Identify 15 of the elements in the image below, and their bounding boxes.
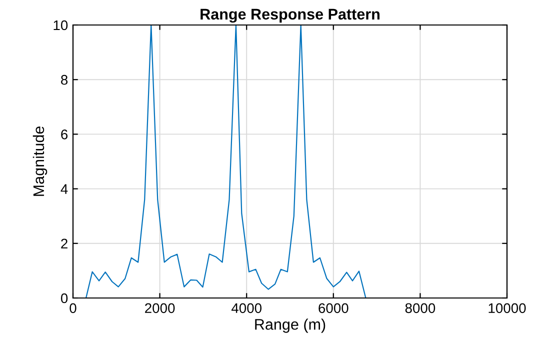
y-tick-label: 6 bbox=[61, 130, 68, 140]
x-tick-label: 2000 bbox=[145, 303, 175, 314]
x-tick-label: 10000 bbox=[488, 303, 526, 314]
x-axis-title: Range (m) bbox=[255, 318, 326, 333]
chart-title: Range Response Pattern bbox=[200, 8, 380, 23]
y-tick-label: 10 bbox=[54, 20, 68, 30]
y-tick-label: 8 bbox=[61, 74, 68, 85]
y-tick-label: 2 bbox=[61, 238, 68, 248]
y-axis-title: Magnitude bbox=[32, 126, 48, 196]
x-tick-label: 8000 bbox=[405, 303, 436, 314]
y-tick-label: 4 bbox=[60, 184, 68, 194]
x-tick-label: 0 bbox=[70, 303, 76, 314]
x-tick-label: 6000 bbox=[318, 303, 348, 314]
x-tick-label: 4000 bbox=[231, 303, 262, 314]
y-tick-label: 0 bbox=[60, 293, 68, 304]
